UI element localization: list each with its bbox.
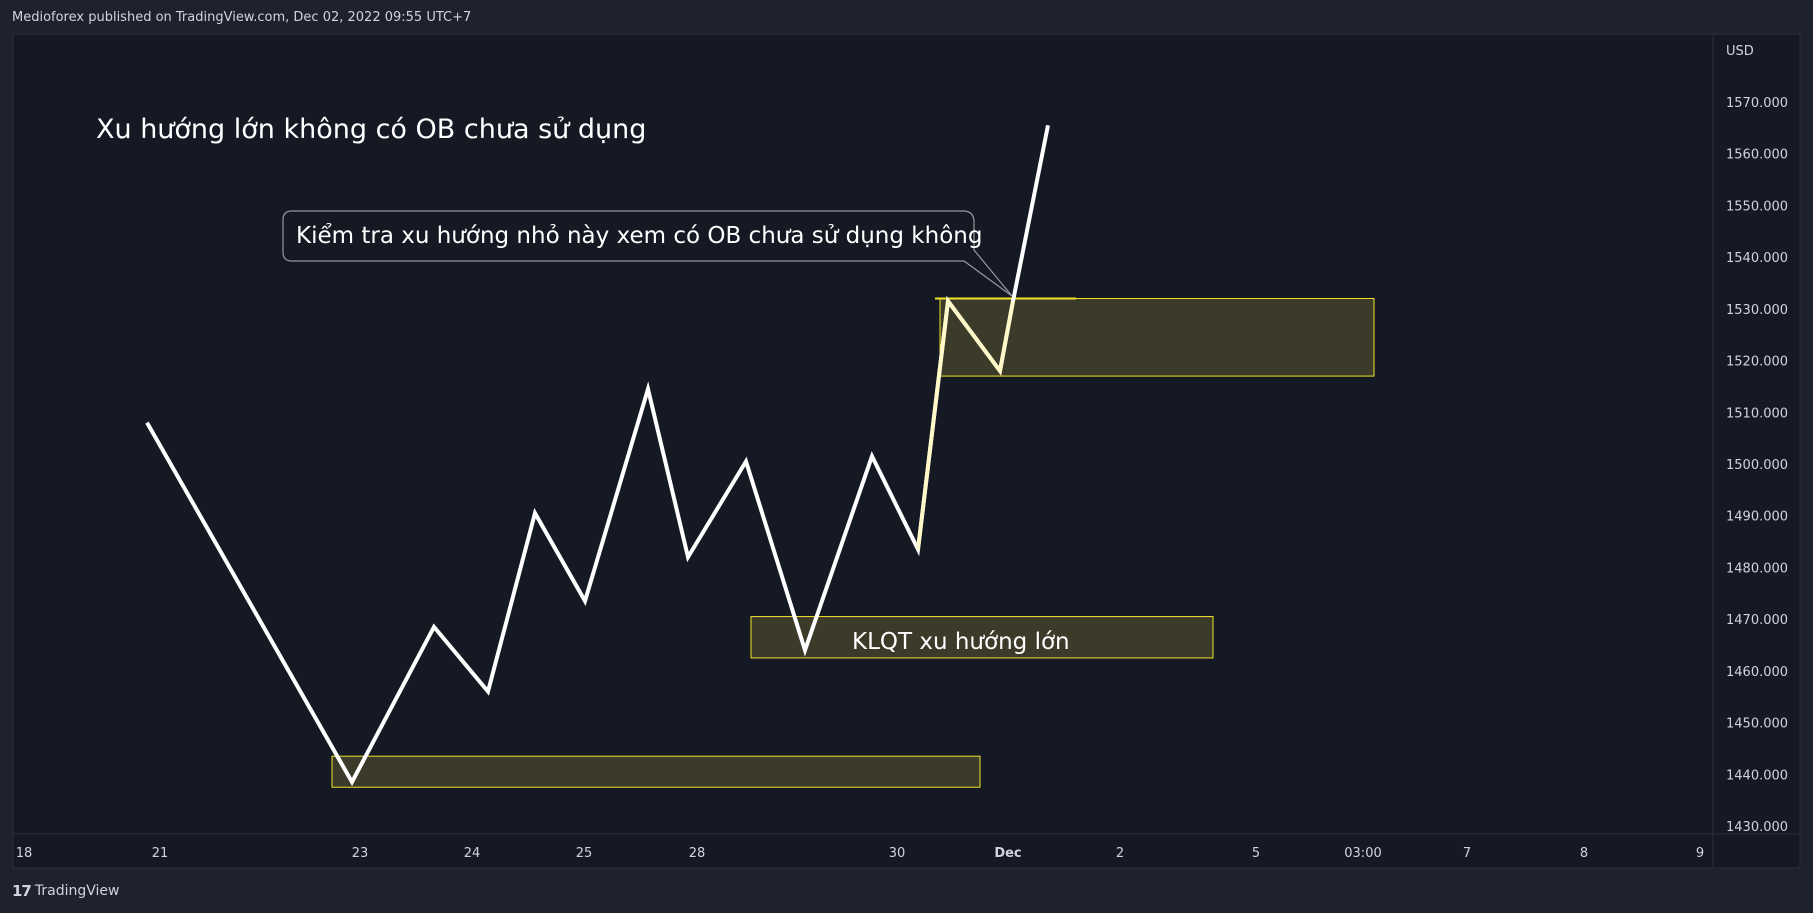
tradingview-brand: TradingView: [34, 883, 120, 899]
x-tick-label: 8: [1580, 846, 1588, 861]
x-tick-label: 7: [1463, 846, 1471, 861]
x-tick-label: 23: [352, 846, 369, 861]
y-tick-label: 1550.000: [1726, 199, 1788, 214]
x-axis-ticks: 18 21 23 24 25 28 30 Dec 2 5 03:00 7 8 9: [16, 846, 1704, 861]
x-tick-label: 5: [1252, 846, 1260, 861]
y-tick-label: 1480.000: [1726, 561, 1788, 576]
y-tick-label: 1540.000: [1726, 251, 1788, 266]
y-tick-label: 1530.000: [1726, 303, 1788, 318]
y-tick-label: 1560.000: [1726, 148, 1788, 163]
chart-pane: [12, 33, 1714, 835]
x-tick-label: Dec: [994, 846, 1021, 861]
tradingview-logo[interactable]: 17 TradingView: [12, 882, 119, 900]
y-tick-label: 1510.000: [1726, 406, 1788, 421]
x-tick-label: 2: [1116, 846, 1124, 861]
y-tick-label: 1440.000: [1726, 768, 1788, 783]
callout-text: Kiểm tra xu hướng nhỏ này xem có OB chưa…: [296, 223, 982, 249]
y-tick-label: 1500.000: [1726, 458, 1788, 473]
tradingview-logo-icon: 17: [12, 882, 32, 900]
x-tick-label: 25: [576, 846, 593, 861]
y-tick-label: 1450.000: [1726, 717, 1788, 732]
y-tick-label: 1570.000: [1726, 96, 1788, 111]
time-scale: [12, 833, 1714, 869]
zone-label: KLQT xu hướng lớn: [852, 629, 1070, 655]
x-tick-label: 03:00: [1344, 846, 1381, 861]
y-tick-label: 1520.000: [1726, 355, 1788, 370]
price-line-highlight: [916, 295, 1015, 550]
callout-annotation[interactable]: Kiểm tra xu hướng nhỏ này xem có OB chưa…: [282, 210, 1013, 297]
order-block-zone[interactable]: [331, 755, 981, 788]
y-tick-label: 1460.000: [1726, 665, 1788, 680]
price-scale: [1712, 33, 1801, 835]
scale-corner: [1712, 833, 1801, 869]
x-tick-label: 24: [464, 846, 481, 861]
currency-label: USD: [1726, 44, 1754, 59]
publish-info: Medioforex published on TradingView.com,…: [12, 10, 472, 25]
x-tick-label: 28: [689, 846, 706, 861]
x-tick-label: 30: [889, 846, 906, 861]
y-tick-label: 1430.000: [1726, 820, 1788, 835]
y-tick-label: 1490.000: [1726, 510, 1788, 525]
y-axis-ticks: 1570.000 1560.000 1550.000 1540.000 1530.000…: [1726, 96, 1788, 835]
y-tick-label: 1470.000: [1726, 613, 1788, 628]
chart-title: Xu hướng lớn không có OB chưa sử dụng: [96, 114, 646, 145]
x-tick-label: 9: [1696, 846, 1704, 861]
callout-bubble: [282, 210, 1013, 297]
order-block-zone[interactable]: [750, 616, 1214, 659]
x-tick-label: 21: [152, 846, 169, 861]
x-tick-label: 18: [16, 846, 33, 861]
